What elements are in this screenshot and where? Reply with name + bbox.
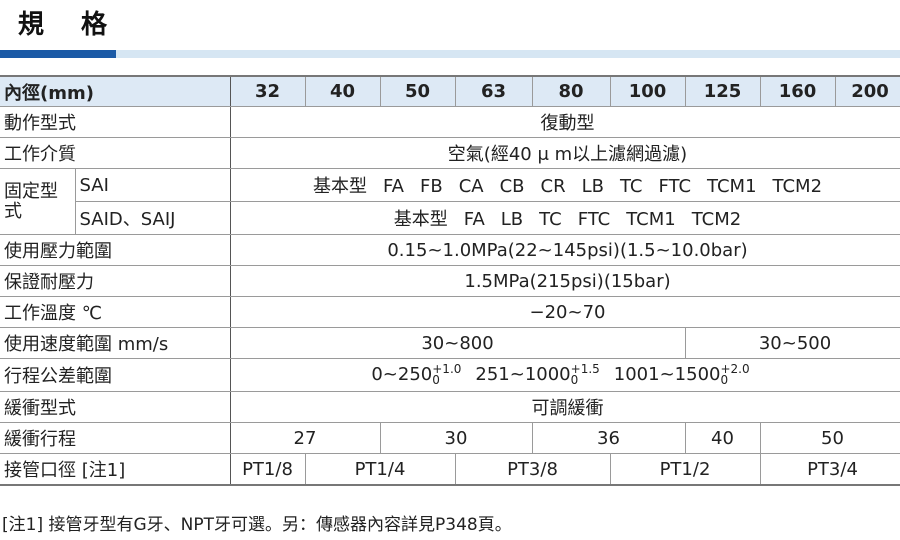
tolerance-limits: +1.5 0 xyxy=(570,362,600,388)
header-row: 內徑(mm) 32 40 50 63 80 100 125 160 200 xyxy=(0,75,900,107)
bore-100: 100 xyxy=(610,75,686,107)
bore-32: 32 xyxy=(230,75,306,107)
tolerance-minus: 0 xyxy=(720,373,729,388)
table-row: 保證耐壓力 1.5MPa(215psi)(15bar) xyxy=(0,265,900,297)
table-row: 緩衝型式 可調緩衝 xyxy=(0,391,900,423)
mount-type: TCM1 xyxy=(626,209,676,230)
tolerance-range: 0~250 xyxy=(371,364,433,386)
row-value: 30~500 xyxy=(685,327,900,359)
bore-63: 63 xyxy=(455,75,533,107)
row-label: 工作介質 xyxy=(0,137,231,169)
sai-types: 基本型 FA FB CA CB CR LB TC FTC TCM1 TCM2 xyxy=(230,168,900,202)
row-value: PT3/4 xyxy=(760,453,900,486)
row-value: 1.5MPa(215psi)(15bar) xyxy=(230,265,900,297)
tolerance-range: 251~1000 xyxy=(475,364,571,386)
row-label: 緩衝型式 xyxy=(0,391,231,423)
bore-125: 125 xyxy=(685,75,761,107)
tolerance-plus: +1.0 xyxy=(432,362,462,377)
page-title: 規 格 xyxy=(18,10,122,40)
table-row: 工作介質 空氣(經40 μ m以上濾網過濾) xyxy=(0,137,900,169)
spec-table: 內徑(mm) 32 40 50 63 80 100 125 160 200 動作… xyxy=(0,75,900,486)
bore-80: 80 xyxy=(532,75,611,107)
tolerance-minus: 0 xyxy=(570,373,579,388)
row-value: 可調緩衝 xyxy=(230,391,900,423)
row-value: −20~70 xyxy=(230,296,900,328)
mount-type: FTC xyxy=(577,209,611,230)
tolerance-range: 1001~1500 xyxy=(613,364,721,386)
row-value: PT1/4 xyxy=(305,453,456,486)
table-row: 行程公差範圍 0~250 +1.0 0 251~1000 +1.5 0 1001~1500 +… xyxy=(0,358,900,392)
footnote: [注1] 接管牙型有G牙、NPT牙可選。另：傳感器內容詳見P348頁。 xyxy=(2,515,512,535)
mount-type: CR xyxy=(540,176,566,197)
tolerance-limits: +1.0 0 xyxy=(432,362,462,388)
table-row: 使用壓力範圍 0.15~1.0MPa(22~145psi)(1.5~10.0bar… xyxy=(0,234,900,266)
table-row: 動作型式 復動型 xyxy=(0,106,900,138)
bore-160: 160 xyxy=(760,75,836,107)
row-value: 36 xyxy=(532,422,686,454)
row-label: 使用壓力範圍 xyxy=(0,234,231,266)
said-types: 基本型 FA LB TC FTC TCM1 TCM2 xyxy=(230,201,900,235)
row-label: 緩衝行程 xyxy=(0,422,231,454)
tolerance-values: 0~250 +1.0 0 251~1000 +1.5 0 1001~1500 +2.0 0 xyxy=(230,358,900,392)
row-label: 工作溫度 ℃ xyxy=(0,296,231,328)
mount-type: TCM1 xyxy=(707,176,757,197)
row-value: PT3/8 xyxy=(455,453,611,486)
row-value: 27 xyxy=(230,422,381,454)
mount-type: 基本型 xyxy=(312,176,367,197)
mount-type: CA xyxy=(458,176,484,197)
row-label: 動作型式 xyxy=(0,106,231,138)
sub-label: SAID、SAIJ xyxy=(75,201,231,235)
mount-type: FB xyxy=(419,176,443,197)
row-label: 行程公差範圍 xyxy=(0,358,231,392)
table-row: 固定型式 SAI 基本型 FA FB CA CB CR LB TC FTC TCM1 TCM2 xyxy=(0,168,900,235)
tolerance-limits: +2.0 0 xyxy=(720,362,750,388)
tolerance-minus: 0 xyxy=(432,373,440,388)
row-value: 30 xyxy=(380,422,533,454)
table-row: 使用速度範圍 mm/s 30~800 30~500 xyxy=(0,327,900,359)
row-label: 使用速度範圍 mm/s xyxy=(0,327,231,359)
mount-type: TC xyxy=(539,209,562,230)
row-label: 固定型式 xyxy=(0,168,76,235)
bore-200: 200 xyxy=(835,75,900,107)
table-row: 緩衝行程 27 30 36 40 50 xyxy=(0,422,900,454)
row-value: 30~800 xyxy=(230,327,686,359)
bore-40: 40 xyxy=(305,75,381,107)
tolerance-plus: +2.0 xyxy=(720,362,750,377)
row-value: PT1/8 xyxy=(230,453,306,486)
row-value: 40 xyxy=(685,422,761,454)
row-value: 0.15~1.0MPa(22~145psi)(1.5~10.0bar) xyxy=(230,234,900,266)
mount-type: FA xyxy=(463,209,485,230)
mount-type: LB xyxy=(581,176,604,197)
row-value: 復動型 xyxy=(230,106,900,138)
sub-label: SAI xyxy=(75,168,231,202)
mount-type: TC xyxy=(619,176,643,197)
table-row: 工作溫度 ℃ −20~70 xyxy=(0,296,900,328)
mount-type: TCM2 xyxy=(691,209,742,230)
mount-type: 基本型 xyxy=(393,209,448,230)
row-label: 接管口徑 [注1] xyxy=(0,453,231,486)
mount-type: LB xyxy=(500,209,524,230)
row-value: PT1/2 xyxy=(610,453,761,486)
mount-type: FTC xyxy=(658,176,692,197)
title-underline xyxy=(0,50,900,58)
table-row: SAID、SAIJ 基本型 FA LB TC FTC TCM1 TCM2 xyxy=(0,201,900,235)
table-row: 接管口徑 [注1] PT1/8 PT1/4 PT3/8 PT1/2 PT3/4 xyxy=(0,453,900,486)
bore-50: 50 xyxy=(380,75,456,107)
row-value: 空氣(經40 μ m以上濾網過濾) xyxy=(230,137,900,169)
row-label: 保證耐壓力 xyxy=(0,265,231,297)
mount-type: FA xyxy=(382,176,404,197)
mount-type: CB xyxy=(499,176,525,197)
tolerance-plus: +1.5 xyxy=(570,362,600,377)
bore-label: 內徑(mm) xyxy=(0,75,231,107)
row-value: 50 xyxy=(760,422,900,454)
mount-type: TCM2 xyxy=(772,176,823,197)
